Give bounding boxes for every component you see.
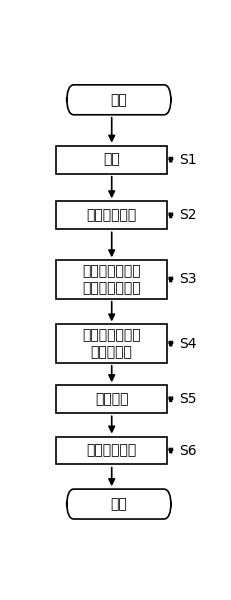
Text: S4: S4 [178,337,196,350]
Text: 被逆断层错断的
层位点插値: 被逆断层错断的 层位点插値 [82,328,140,359]
Text: S2: S2 [178,208,196,223]
Text: S5: S5 [178,392,196,406]
FancyBboxPatch shape [67,85,170,115]
Text: S3: S3 [178,272,196,286]
Text: 保存层位文件: 保存层位文件 [86,443,136,458]
Text: S6: S6 [178,443,196,458]
FancyBboxPatch shape [56,385,167,413]
Text: 没有被逆断层错
断的层位点插値: 没有被逆断层错 断的层位点插値 [82,264,140,295]
Text: 层位组段: 层位组段 [94,392,128,406]
FancyBboxPatch shape [56,260,167,299]
FancyBboxPatch shape [56,437,167,464]
Text: 开始: 开始 [110,93,127,107]
FancyBboxPatch shape [56,146,167,173]
FancyBboxPatch shape [67,489,170,519]
Text: S1: S1 [178,152,196,167]
Text: 结束: 结束 [110,497,127,511]
Text: 检查解释数据: 检查解释数据 [86,208,136,223]
FancyBboxPatch shape [56,202,167,229]
FancyBboxPatch shape [56,325,167,363]
Text: 准备: 准备 [103,152,120,167]
